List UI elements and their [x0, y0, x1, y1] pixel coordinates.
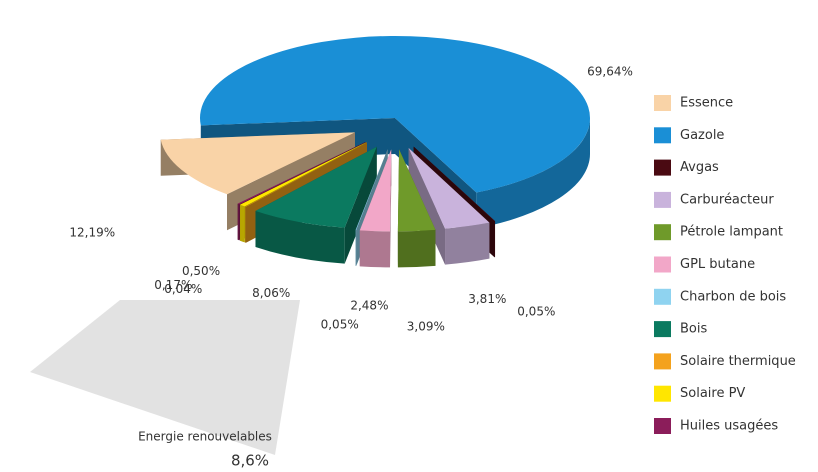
slice-top: [397, 149, 436, 232]
slice-top: [240, 142, 367, 207]
annotation-text: Energie renouvelables: [138, 430, 272, 444]
legend-label: Pétrole lampant: [680, 225, 783, 240]
legend-swatch: [654, 191, 671, 208]
value-label: 69,64%: [587, 65, 633, 79]
legend-label: Avgas: [680, 160, 719, 175]
legend-label: Solaire PV: [680, 386, 745, 401]
legend-swatch: [654, 95, 671, 111]
value-label: 2,48%: [350, 298, 388, 312]
legend-swatch: [654, 159, 671, 176]
legend-label: Huiles usagées: [680, 419, 778, 434]
slice: [408, 148, 490, 265]
annotation-value: 8,6%: [231, 452, 269, 470]
slice-top: [355, 149, 388, 231]
slice: [255, 146, 377, 264]
legend-swatch: [654, 353, 671, 370]
legend-label: Bois: [680, 322, 707, 337]
legend-swatch: [654, 256, 671, 273]
legend-swatch: [654, 385, 671, 402]
legend-label: GPL butane: [680, 257, 755, 272]
slice-top: [359, 149, 392, 232]
value-label: 0,04%: [164, 282, 202, 296]
slice: [397, 149, 436, 268]
value-label: 3,81%: [468, 292, 506, 306]
slice-wall: [355, 229, 357, 267]
legend-label: Charbon de bois: [680, 289, 786, 304]
legend-swatch: [654, 127, 671, 144]
slice-wall: [240, 204, 245, 243]
value-label: 0,05%: [517, 304, 555, 318]
value-label: 0,17%: [154, 278, 192, 292]
slice: [359, 149, 392, 268]
legend-label: Essence: [680, 96, 733, 111]
value-label: 12,19%: [69, 225, 115, 239]
legend-label: Carburéacteur: [680, 192, 774, 207]
legend-label: Solaire thermique: [680, 354, 796, 369]
slice-top: [413, 146, 496, 222]
value-label: 3,09%: [407, 319, 445, 333]
legend-swatch: [654, 224, 671, 241]
legend-swatch: [654, 418, 671, 434]
slice-top: [255, 146, 377, 228]
slice-top: [408, 148, 490, 229]
slice-top: [245, 142, 367, 207]
slice-top: [237, 141, 366, 205]
slice-top: [200, 36, 590, 193]
slice-wall: [494, 221, 496, 258]
slice-top: [160, 132, 355, 195]
value-label: 0,50%: [182, 264, 220, 278]
slice-wall: [397, 229, 436, 268]
slice-wall: [476, 118, 590, 229]
slice-wall: [445, 222, 490, 265]
legend-swatch: [654, 321, 671, 338]
legend-label: Gazole: [680, 128, 724, 143]
value-label: 8,06%: [252, 286, 290, 300]
renewables-fan: [30, 300, 300, 455]
slice-wall: [359, 230, 391, 268]
slice-wall: [237, 203, 240, 241]
slice-side: [408, 148, 446, 265]
slice-wall: [255, 211, 345, 264]
legend-swatch: [654, 288, 671, 305]
value-label: 0,05%: [321, 318, 359, 332]
